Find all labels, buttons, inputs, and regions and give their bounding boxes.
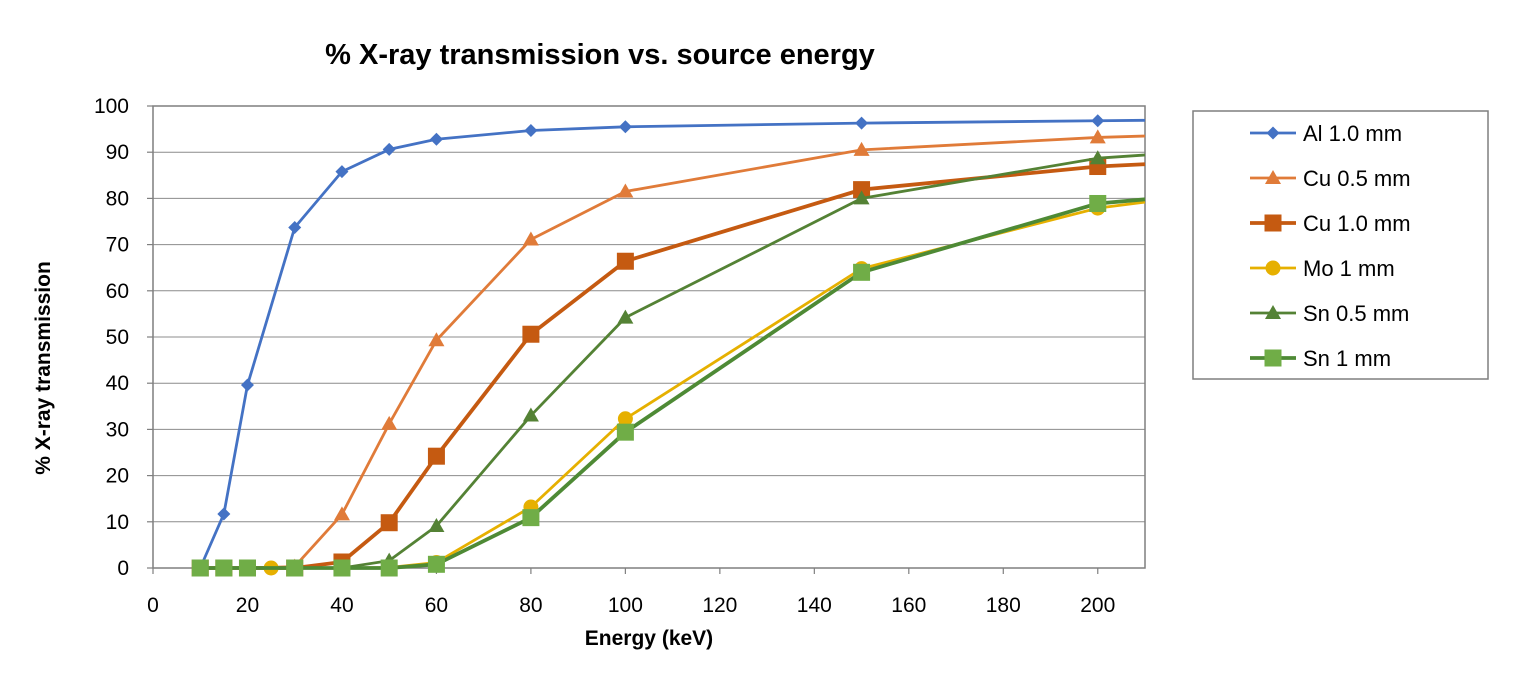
data-point — [853, 190, 870, 205]
x-axis-title: Energy (keV) — [585, 627, 713, 650]
x-tick-label: 40 — [330, 594, 353, 617]
x-tick-label: 140 — [797, 594, 832, 617]
legend-item: Sn 0.5 mm — [1250, 301, 1409, 326]
y-tick-label: 0 — [117, 557, 129, 580]
y-tick-label: 90 — [106, 141, 129, 164]
legend-item: Cu 1.0 mm — [1250, 211, 1411, 236]
legend-item: Cu 0.5 mm — [1250, 166, 1411, 191]
y-tick-label: 50 — [106, 326, 129, 349]
data-point — [1089, 150, 1106, 165]
data-point — [217, 507, 231, 521]
y-tick-label: 100 — [94, 95, 129, 118]
data-point — [215, 559, 233, 577]
series-sn-1-mm — [191, 194, 1146, 577]
series-sn-0-5-mm — [192, 150, 1146, 574]
x-tick-label: 160 — [891, 594, 926, 617]
data-point — [853, 181, 871, 199]
legend-item: Mo 1 mm — [1250, 256, 1395, 281]
data-point — [429, 132, 443, 146]
data-point — [238, 559, 256, 577]
y-tick-label: 20 — [106, 465, 129, 488]
x-tick-label: 200 — [1080, 594, 1115, 617]
data-point — [286, 559, 304, 577]
legend-item: Al 1.0 mm — [1250, 121, 1402, 146]
x-tick-label: 20 — [236, 594, 259, 617]
series-line — [200, 153, 1146, 570]
legend-label: Mo 1 mm — [1303, 256, 1395, 281]
data-point — [427, 447, 445, 465]
data-point — [1089, 129, 1106, 144]
data-point — [191, 559, 209, 577]
x-tick-label: 80 — [519, 594, 542, 617]
data-point — [522, 231, 539, 246]
y-tick-label: 60 — [106, 280, 129, 303]
x-tick-label: 60 — [425, 594, 448, 617]
legend-label: Al 1.0 mm — [1303, 121, 1402, 146]
series-lines — [191, 114, 1146, 577]
data-point — [335, 165, 349, 179]
y-tick-label: 40 — [106, 372, 129, 395]
data-point — [522, 325, 540, 343]
x-tick-label: 120 — [702, 594, 737, 617]
legend-marker — [1266, 126, 1280, 140]
x-tick-label: 0 — [147, 594, 159, 617]
legend-label: Sn 0.5 mm — [1303, 301, 1409, 326]
data-point — [855, 116, 869, 130]
y-tick-label: 10 — [106, 511, 129, 534]
chart-title: % X-ray transmission vs. source energy — [325, 39, 875, 71]
data-point — [524, 123, 538, 137]
data-point — [522, 509, 540, 527]
series-cu-1-0-mm — [191, 158, 1146, 577]
data-point — [617, 309, 634, 324]
series-line — [200, 134, 1146, 570]
data-point — [381, 415, 398, 430]
data-point — [617, 183, 634, 198]
data-point — [616, 423, 634, 441]
data-point — [618, 120, 632, 134]
data-point — [380, 559, 398, 577]
legend-marker — [1264, 214, 1282, 232]
legend-marker — [1265, 170, 1281, 184]
data-point — [428, 332, 445, 347]
series-cu-0-5-mm — [192, 129, 1146, 574]
legend-box — [1192, 110, 1489, 380]
data-point — [333, 559, 351, 577]
series-line — [198, 118, 1146, 569]
data-point — [853, 141, 870, 156]
data-point — [428, 517, 445, 532]
y-tick-label: 70 — [106, 234, 129, 257]
legend: Al 1.0 mm Cu 0.5 mm Cu 1.0 mm Mo 1 mm Sn 0.5… — [1250, 121, 1411, 371]
legend-label: Cu 1.0 mm — [1303, 211, 1411, 236]
data-point — [288, 221, 302, 235]
legend-marker — [1265, 305, 1281, 319]
x-tick-label: 100 — [608, 594, 643, 617]
legend-marker — [1264, 349, 1282, 367]
data-point — [240, 378, 254, 392]
legend-label: Sn 1 mm — [1303, 346, 1391, 371]
legend-item: Sn 1 mm — [1250, 346, 1391, 371]
legend-marker — [1265, 260, 1281, 276]
data-point — [427, 555, 445, 573]
legend-label: Cu 0.5 mm — [1303, 166, 1411, 191]
data-point — [616, 252, 634, 270]
y-tick-label: 30 — [106, 418, 129, 441]
x-tick-label: 180 — [986, 594, 1021, 617]
data-point — [617, 411, 633, 427]
gridlines — [153, 151, 1145, 523]
data-point — [522, 407, 539, 422]
y-axis-title: % X-ray transmission — [32, 261, 55, 475]
data-point — [1089, 194, 1107, 212]
data-point — [382, 142, 396, 156]
y-tick-label: 80 — [106, 187, 129, 210]
data-point — [333, 506, 350, 521]
y-axis-ticks: 0 10 20 30 40 50 60 70 80 90 100 — [94, 95, 153, 580]
data-point — [1091, 114, 1105, 128]
data-point — [380, 514, 398, 532]
data-point — [853, 263, 871, 281]
